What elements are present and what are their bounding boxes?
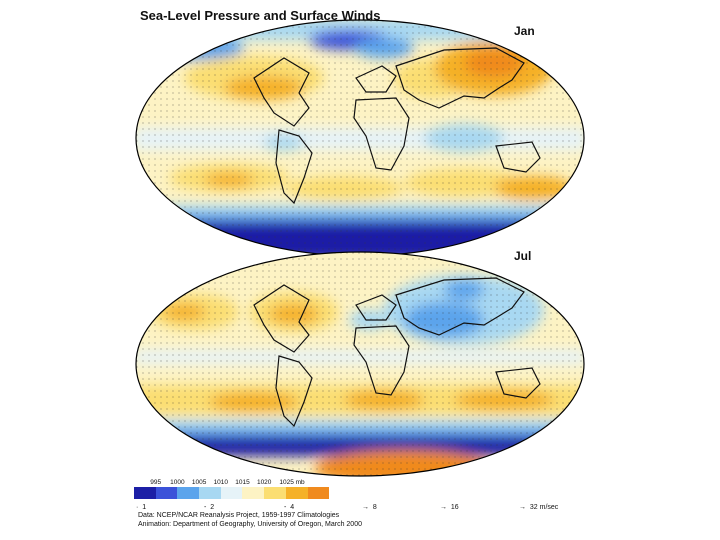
color-swatch [155, 487, 178, 499]
pressure-label-995: 995 [150, 479, 162, 486]
wind-key-1: · 1 [136, 504, 147, 511]
pressure-map-july [134, 250, 586, 490]
map-jul-svg [135, 251, 585, 477]
wind-key-2: - 2 [204, 504, 215, 511]
color-swatch [264, 487, 286, 499]
color-swatch [220, 487, 243, 499]
month-label-jul: Jul [514, 249, 532, 263]
color-swatch [307, 487, 330, 499]
color-swatch [242, 487, 265, 499]
legend: 995 1000 1005 1010 1015 1020 1025 mb · 1… [134, 479, 594, 539]
color-swatch [177, 487, 200, 499]
pressure-label-1025: 1025 mb [279, 479, 305, 486]
month-label-jan: Jan [514, 24, 535, 38]
pressure-label-1010: 1010 [213, 479, 229, 486]
wind-key-8: → 8 [362, 504, 377, 511]
pressure-label-1015: 1015 [235, 479, 250, 486]
map-jan-svg [135, 19, 585, 257]
wind-key-32: → 32 m/sec [519, 504, 559, 511]
color-swatch [199, 487, 221, 499]
data-credit: Data: NCEP/NCAR Reanalysis Project, 1959… [138, 512, 340, 519]
wind-key-4: - 4 [284, 504, 295, 511]
credits: Data: NCEP/NCAR Reanalysis Project, 1959… [138, 512, 362, 529]
wind-key-16: → 16 [440, 504, 459, 511]
pressure-label-1000: 1000 [170, 479, 185, 486]
color-swatch [134, 487, 156, 499]
pressure-label-1005: 1005 [191, 479, 207, 486]
pressure-map-january [134, 18, 586, 258]
pressure-label-1020: 1020 [256, 479, 272, 486]
figure-title: Sea-Level Pressure and Surface Winds [140, 8, 381, 23]
color-scale [134, 487, 330, 499]
animation-credit: Animation: Department of Geography, Univ… [138, 520, 362, 528]
color-swatch [285, 487, 308, 499]
